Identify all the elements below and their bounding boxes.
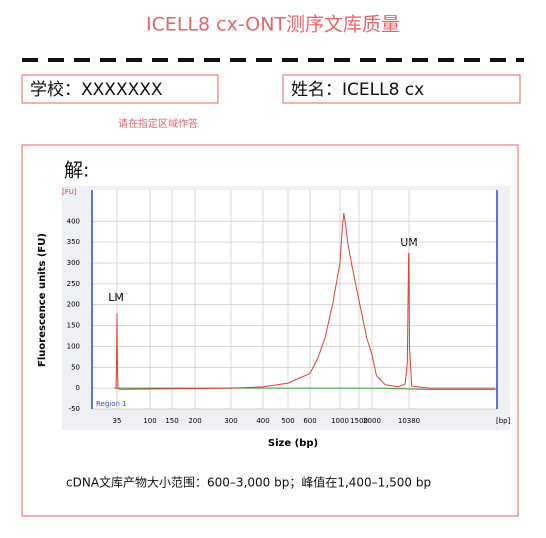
x-tick-label: 200 bbox=[188, 417, 201, 425]
y-tick-label: 250 bbox=[67, 280, 80, 288]
answer-label: 解: bbox=[64, 160, 89, 182]
x-tick-label: 100 bbox=[143, 417, 156, 425]
field: 学校：XXXXXXX bbox=[30, 80, 163, 100]
caption: cDNA文库产物大小范围：600–3,000 bp；峰值在1,400–1,500… bbox=[66, 475, 431, 490]
field-box bbox=[282, 74, 521, 104]
x-unit: [bp] bbox=[496, 417, 511, 425]
field: 姓名：ICELL8 cx bbox=[291, 80, 424, 100]
x-tick-label: 35 bbox=[113, 417, 122, 425]
answer-box bbox=[21, 144, 519, 517]
trace bbox=[114, 387, 496, 390]
instruction: 请在指定区域作答 bbox=[118, 117, 198, 130]
region-label: Region 1 bbox=[96, 400, 127, 408]
x-tick-label: 1000 bbox=[331, 417, 349, 425]
title: ICELL8 cx-ONT测序文库质量 bbox=[146, 14, 400, 36]
x-tick-label: 300 bbox=[224, 417, 237, 425]
y-tick-label: 0 bbox=[76, 384, 80, 392]
y-tick-label: 50 bbox=[71, 363, 80, 371]
y-axis-label: Fluorescence units (FU) bbox=[37, 233, 48, 367]
y-tick-label: 400 bbox=[67, 217, 80, 225]
plot-area bbox=[92, 190, 497, 409]
x-tick-label: 400 bbox=[256, 417, 269, 425]
x-tick-label: 1500 bbox=[350, 417, 368, 425]
x-tick-label: 600 bbox=[303, 417, 316, 425]
y-unit: [FU] bbox=[62, 188, 77, 196]
y-tick-label: 350 bbox=[67, 238, 80, 246]
y-tick-label: 100 bbox=[67, 342, 80, 350]
trace bbox=[114, 212, 496, 390]
x-tick-label: 500 bbox=[281, 417, 294, 425]
x-tick-label: 150 bbox=[165, 417, 178, 425]
y-tick-label: 150 bbox=[67, 322, 80, 330]
x-axis-label: Size (bp) bbox=[268, 438, 318, 449]
y-tick-label: -50 bbox=[69, 405, 80, 413]
x-tick-label: 2000 bbox=[363, 417, 381, 425]
x-tick-label: 10380 bbox=[398, 417, 420, 425]
field-box bbox=[21, 74, 219, 104]
y-tick-label: 300 bbox=[67, 259, 80, 267]
annotation: LM bbox=[108, 291, 124, 304]
y-tick-label: 200 bbox=[67, 301, 80, 309]
